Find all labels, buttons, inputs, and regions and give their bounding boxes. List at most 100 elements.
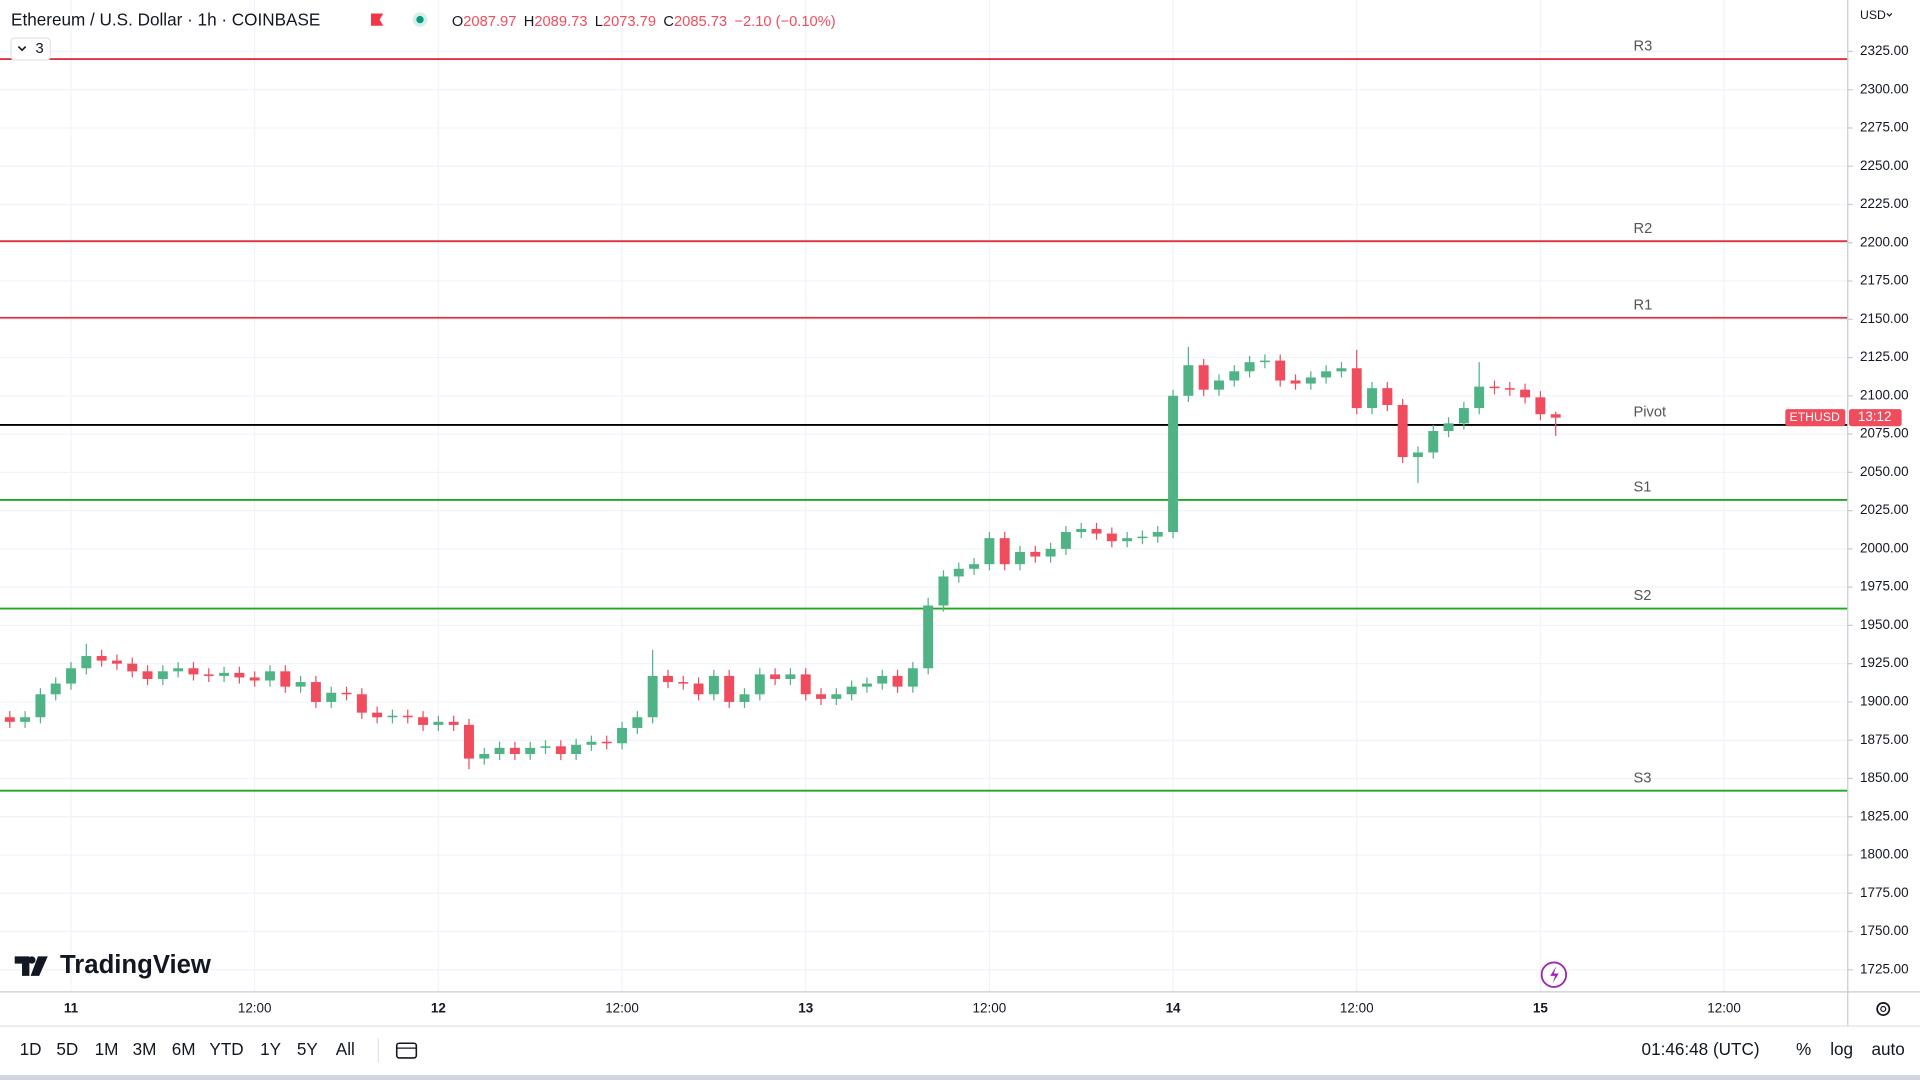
candle-body <box>326 692 337 702</box>
currency-chevron <box>1886 13 1893 17</box>
candle-body <box>127 663 138 672</box>
y-tick-label: 2100.00 <box>1860 387 1909 402</box>
candle-body <box>1183 365 1194 396</box>
ohlc-value: 2073.79 <box>603 14 656 30</box>
candle-body <box>295 682 306 687</box>
range-button[interactable]: 6M <box>172 1039 196 1059</box>
range-button[interactable]: 1D <box>20 1039 42 1059</box>
level-label: R1 <box>1633 297 1652 313</box>
candle-body <box>1137 536 1148 539</box>
y-tick-label: 2200.00 <box>1860 234 1909 249</box>
y-tick-label: 1775.00 <box>1860 885 1909 900</box>
x-tick-label: 12:00 <box>605 1001 639 1016</box>
settings-icon[interactable] <box>1876 1002 1891 1016</box>
x-tick-label: 12:00 <box>973 1001 1007 1016</box>
candle-body <box>372 712 383 718</box>
candle-body <box>831 694 842 699</box>
currency[interactable]: USD <box>1860 8 1886 22</box>
clock[interactable]: 01:46:48 (UTC) <box>1642 1039 1760 1059</box>
candle-body <box>770 674 781 679</box>
candle-body <box>1443 423 1454 432</box>
candle-body <box>617 727 628 744</box>
candle-body <box>1168 395 1179 533</box>
candle-body <box>555 746 566 754</box>
candle-body <box>50 683 61 695</box>
x-tick-label: 12:00 <box>238 1001 272 1016</box>
bottom-strip <box>0 1075 1920 1080</box>
candle-body <box>1321 371 1332 378</box>
y-tick-label: 2025.00 <box>1860 502 1909 517</box>
scale-option[interactable]: log <box>1830 1039 1853 1059</box>
candle-body <box>448 721 459 725</box>
candle-body <box>861 683 872 687</box>
y-tick-label: 1825.00 <box>1860 808 1909 823</box>
range-button[interactable]: 5Y <box>297 1039 319 1059</box>
candle-body <box>509 747 520 754</box>
y-tick-label: 2325.00 <box>1860 43 1909 58</box>
candle-body <box>877 675 888 684</box>
candle-body <box>1259 360 1270 363</box>
compare-icon[interactable] <box>395 1042 418 1059</box>
candle-body <box>1458 408 1469 424</box>
candle-body <box>754 674 765 695</box>
chevron <box>17 45 27 52</box>
candle-body <box>647 675 658 718</box>
candle-body <box>494 747 505 754</box>
candle-body <box>1336 368 1347 372</box>
candle-body <box>739 694 750 702</box>
range-button[interactable]: 1Y <box>260 1039 282 1059</box>
candle-body <box>601 741 612 744</box>
candle-body <box>1122 538 1133 542</box>
ohlc-key: H <box>524 14 535 30</box>
candle-body <box>1428 431 1439 453</box>
y-tick-label: 2125.00 <box>1860 349 1909 364</box>
candle-body <box>1244 362 1255 372</box>
range-button[interactable]: All <box>336 1039 355 1059</box>
gear-hub <box>1880 1005 1887 1013</box>
symbol-tag <box>1785 409 1846 427</box>
candle-body <box>234 672 245 678</box>
status-dot <box>416 15 424 24</box>
range-button[interactable]: 3M <box>133 1039 157 1059</box>
candle-body <box>1474 386 1485 409</box>
candle-body <box>1290 380 1301 384</box>
candle-body <box>816 694 826 699</box>
y-tick-label: 1800.00 <box>1860 847 1909 862</box>
indicator-toggle[interactable] <box>10 37 51 61</box>
candle-body <box>1367 388 1378 409</box>
range-button[interactable]: YTD <box>209 1039 243 1059</box>
candle-body <box>1229 371 1240 381</box>
y-tick-label: 1850.00 <box>1860 770 1909 785</box>
candle-body <box>1412 452 1423 458</box>
logo-mark <box>14 956 48 976</box>
level-label: S3 <box>1633 770 1651 786</box>
candle-body <box>1076 528 1087 533</box>
candle-body <box>923 605 934 669</box>
y-tick-label: 1900.00 <box>1860 694 1909 709</box>
y-tick-label: 2150.00 <box>1860 311 1909 326</box>
scale-option[interactable]: auto <box>1871 1039 1904 1059</box>
flag-icon[interactable] <box>371 13 384 26</box>
candle-body <box>1091 528 1102 534</box>
candle-body <box>433 721 444 725</box>
axes: 1725.00 1750.00 1775.00 1800.00 1825.00 1850.… <box>64 43 1909 1016</box>
candle-body <box>907 668 918 687</box>
x-tick-label: 11 <box>64 1001 79 1016</box>
candle-body <box>387 715 398 718</box>
indicator-count: 3 <box>36 41 44 57</box>
range-button[interactable]: 5D <box>56 1039 78 1059</box>
ohlc-key: O <box>452 14 463 30</box>
scale-option[interactable]: % <box>1796 1039 1811 1059</box>
candle-body <box>1535 397 1546 415</box>
candle-body <box>953 568 964 577</box>
y-tick-label: 2225.00 <box>1860 196 1909 211</box>
candle-body <box>1198 365 1209 390</box>
ohlc-legend: O2087.97 H2089.73 L2073.79 C2085.73 −2.10 (−… <box>452 14 836 30</box>
level-label: S2 <box>1633 588 1651 604</box>
range-button[interactable]: 1M <box>95 1039 119 1059</box>
logo: TradingView <box>14 951 212 979</box>
candle-body <box>96 656 107 661</box>
toolbar: 1D 5D 1M 3M 6M YTD 1Y 5Y All 01:46:48 (UTC)% log au… <box>20 1039 1905 1059</box>
x-tick-label: 14 <box>1166 1001 1181 1016</box>
y-tick-label: 2250.00 <box>1860 158 1909 173</box>
